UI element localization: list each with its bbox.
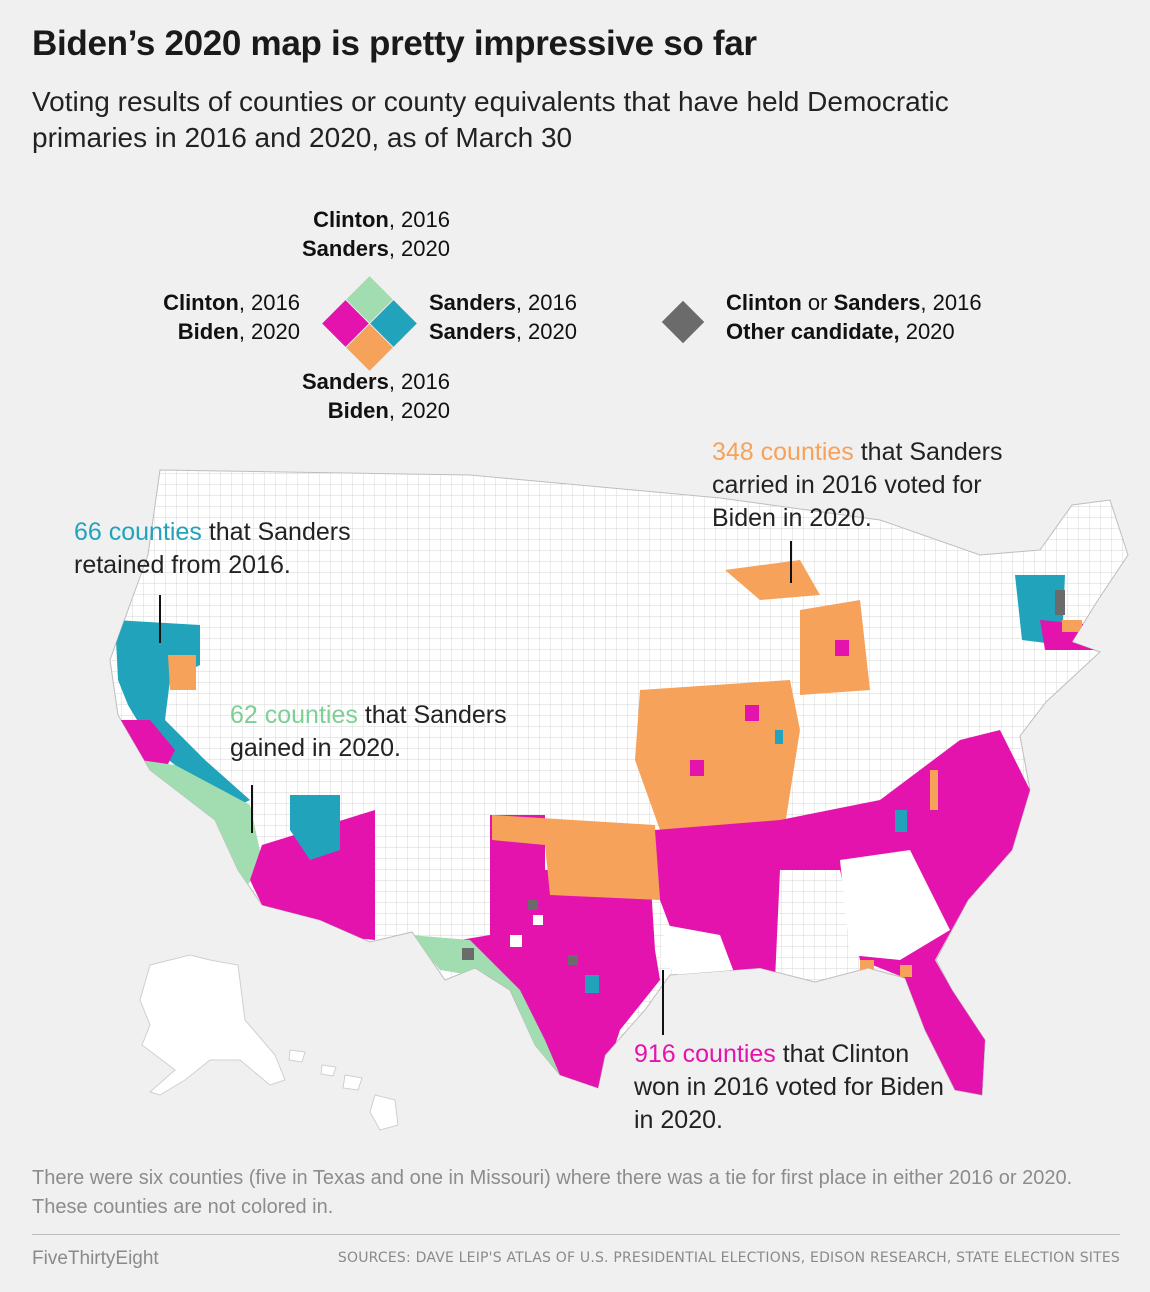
legend-swatch-sanders-sanders <box>370 300 417 347</box>
legend-label-other: Clinton or Sanders, 2016 Other candidate… <box>726 290 982 344</box>
brand-logo-text: FiveThirtyEight <box>32 1248 159 1269</box>
hawaii-island <box>342 1074 363 1091</box>
county-va-sanders-biden <box>930 770 938 810</box>
county-va-sanders <box>895 810 907 832</box>
annotation-sanders-retained: 66 counties that Sanders retained from 2… <box>74 518 351 579</box>
region-west-coast-sanders <box>115 620 250 805</box>
county-tx-sanders <box>585 975 599 993</box>
region-arizona <box>250 810 375 940</box>
hawaii-island <box>320 1064 337 1077</box>
county-tx-white <box>533 915 543 925</box>
hawaii-island <box>369 1094 399 1131</box>
legend-label-sanders-biden: Sanders, 2016 Biden, 2020 <box>302 369 450 423</box>
county-mi-clinton-biden <box>835 640 849 656</box>
county-tx-other <box>568 955 578 965</box>
alaska-outline <box>139 954 286 1096</box>
region-ma-sanders-biden <box>1062 620 1082 632</box>
county-tx-white <box>510 935 522 947</box>
region-az-sanders <box>290 795 340 860</box>
annotation-sanders-gained: 62 counties that Sanders gained in 2020. <box>230 701 507 762</box>
legend-label-clinton-sanders: Clinton, 2016 Sanders, 2020 <box>302 207 450 261</box>
legend-label-clinton-biden: Clinton, 2016 Biden, 2020 <box>163 290 300 344</box>
leader-lines <box>159 541 792 1035</box>
annotation-clinton-to-biden: 916 counties that Clinton won in 2016 vo… <box>634 1040 944 1134</box>
county-fl-sanders-biden <box>860 960 874 974</box>
legend-swatch-clinton-biden <box>322 300 369 347</box>
footnote: There were six counties (five in Texas a… <box>32 1167 1073 1218</box>
county-tx-sanders <box>465 978 487 1008</box>
chart-subtitle: Voting results of counties or county equ… <box>32 86 949 153</box>
annotation-sanders-to-biden: 348 counties that Sanders carried in 201… <box>712 438 1003 532</box>
region-oklahoma <box>492 815 660 900</box>
county-in-sanders <box>775 730 783 744</box>
region-louisiana-white <box>660 925 735 985</box>
hawaii-island <box>288 1049 306 1063</box>
county-tx-other <box>462 948 474 960</box>
region-vt-other <box>1055 590 1065 615</box>
sources-credit: SOURCES: DAVE LEIP'S ATLAS OF U.S. PRESI… <box>337 1250 1120 1266</box>
region-midwest-sanders-biden <box>635 680 800 830</box>
region-southeast <box>655 730 1030 1095</box>
footer-divider <box>32 1234 1120 1235</box>
legend-label-sanders-sanders: Sanders, 2016 Sanders, 2020 <box>429 290 577 344</box>
legend-swatch-clinton-sanders <box>346 276 393 323</box>
legend-swatch-sanders-biden <box>346 324 393 371</box>
legend-diamonds <box>322 276 705 371</box>
legend-swatch-other <box>661 300 705 344</box>
county-mo-clinton-biden <box>690 760 704 776</box>
region-upper-peninsula <box>725 560 820 600</box>
region-georgia-white <box>840 850 950 960</box>
region-tx-south-clinton-sanders <box>410 935 600 1095</box>
region-oregon-sanders-biden <box>168 655 196 690</box>
county-il-clinton-biden <box>745 705 759 721</box>
chart-title: Biden’s 2020 map is pretty impressive so… <box>32 24 757 63</box>
region-ca-clinton-biden <box>120 720 175 770</box>
hawaii <box>288 1049 399 1131</box>
county-fl-sanders-biden <box>900 965 912 977</box>
county-tx-other <box>528 900 538 910</box>
